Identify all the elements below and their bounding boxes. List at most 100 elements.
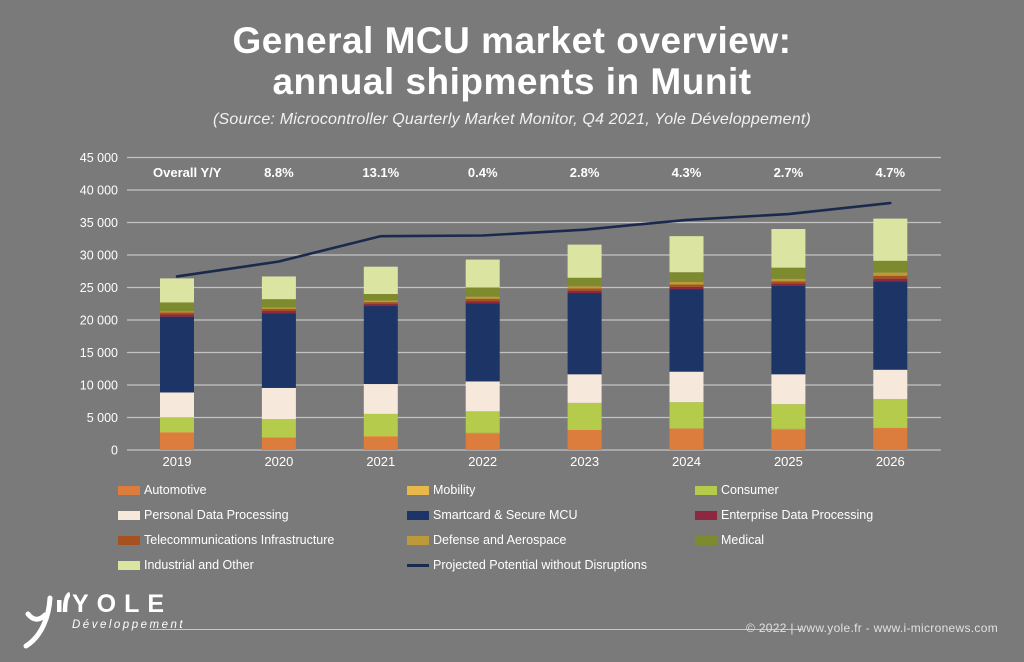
legend-item-consumer: Consumer [695, 483, 779, 497]
brand-subname: Développement [72, 619, 186, 631]
bar-2022-smartcard-secure-mcu [465, 303, 500, 382]
overall-yy-value-2020: 8.8% [264, 165, 294, 180]
legend-label-enterprise-data-processing: Enterprise Data Processing [721, 508, 874, 522]
bar-2020-defense-and-aerospace [261, 307, 296, 309]
bar-2022-mobility [465, 432, 500, 434]
bar-2019-automotive [160, 432, 194, 450]
legend-item-medical: Medical [695, 533, 764, 547]
bar-2021-defense-and-aerospace [363, 300, 398, 303]
y-tick-label-15000: 15 000 [80, 346, 118, 360]
bar-2020-personal-data-processing [261, 387, 296, 420]
page-title-line2: annual shipments in Munit [272, 61, 752, 103]
x-axis-label-2019: 2019 [163, 454, 192, 469]
bar-2023-personal-data-processing [567, 374, 602, 403]
bar-2025-consumer [771, 404, 806, 429]
legend-item-automotive: Automotive [118, 483, 207, 497]
bar-2026-automotive [873, 427, 908, 450]
legend-item-projected-potential-without-disruptions: Projected Potential without Disruptions [407, 558, 647, 572]
y-tick-label-35000: 35 000 [80, 216, 118, 230]
overall-yy-value-2021: 13.1% [362, 165, 399, 180]
legend-label-mobility: Mobility [433, 483, 476, 497]
projected-potential-without-disruptions-swatch [407, 563, 429, 567]
legend-label-smartcard-secure-mcu: Smartcard & Secure MCU [433, 508, 578, 522]
legend-item-enterprise-data-processing: Enterprise Data Processing [695, 508, 873, 522]
bar-2023-enterprise-data-processing [567, 290, 602, 294]
page-title-line1: General MCU market overview: [232, 20, 792, 61]
bar-2020-medical [261, 299, 296, 308]
bar-2021-smartcard-secure-mcu [363, 306, 398, 385]
legend-item-industrial-and-other: Industrial and Other [118, 558, 254, 572]
bar-2019-telecommunications-infrastructure [160, 312, 194, 315]
yole-brand-text: YOLE Développement [72, 592, 186, 632]
bar-2019-defense-and-aerospace [160, 311, 194, 313]
bar-2025-mobility [771, 428, 806, 430]
x-axis-label-2026: 2026 [876, 454, 905, 469]
bar-2023-smartcard-secure-mcu [567, 293, 602, 375]
legend-label-telecommunications-infrastructure: Telecommunications Infrastructure [144, 533, 335, 547]
personal-data-processing-swatch [118, 510, 140, 520]
bar-2021-enterprise-data-processing [363, 304, 398, 307]
bar-2023-defense-and-aerospace [567, 286, 602, 289]
bar-2024-industrial-and-other [669, 236, 704, 273]
bar-2025-telecommunications-infrastructure [771, 281, 806, 284]
title-block: General MCU market overview: annual ship… [0, 20, 1024, 129]
y-tick-label-45000: 45 000 [80, 151, 118, 165]
chart-legend: Automotive Personal Data Processing Teleco… [0, 483, 1024, 588]
bar-2024-consumer [669, 402, 704, 429]
bar-2021-consumer [363, 413, 398, 437]
bar-2026-medical [873, 260, 908, 273]
bar-2023-industrial-and-other [567, 244, 602, 278]
bar-2020-mobility [261, 437, 296, 438]
y-tick-label-20000: 20 000 [80, 314, 118, 328]
legend-label-personal-data-processing: Personal Data Processing [144, 508, 289, 522]
bar-2024-personal-data-processing [669, 371, 704, 403]
bar-2022-automotive [465, 433, 500, 450]
bar-2023-telecommunications-infrastructure [567, 288, 602, 291]
bar-2025-medical [771, 267, 806, 279]
bar-2024-smartcard-secure-mcu [669, 289, 704, 372]
projection-line [175, 201, 892, 278]
bar-2025-personal-data-processing [771, 374, 806, 405]
bar-2021-medical [363, 294, 398, 301]
legend-item-personal-data-processing: Personal Data Processing [118, 508, 289, 522]
bar-2026-personal-data-processing [873, 369, 908, 399]
mobility-swatch [407, 485, 429, 495]
x-axis-label-2022: 2022 [468, 454, 497, 469]
bar-2022-personal-data-processing [465, 381, 500, 412]
bar-2022-industrial-and-other [465, 259, 500, 288]
y-tick-label-25000: 25 000 [80, 281, 118, 295]
bar-2024-telecommunications-infrastructure [669, 284, 704, 287]
bar-2020-automotive [261, 437, 296, 450]
bar-2020-telecommunications-infrastructure [261, 308, 296, 311]
footer-copyright: © 2022 | www.yole.fr - www.i-micronews.c… [746, 621, 998, 635]
bar-2025-industrial-and-other [771, 229, 806, 268]
bar-2020-consumer [261, 419, 296, 437]
bar-2024-mobility [669, 428, 704, 429]
medical-swatch [695, 535, 717, 545]
bar-2026-industrial-and-other [873, 218, 908, 261]
bar-2026-enterprise-data-processing [873, 278, 908, 282]
legend-label-medical: Medical [721, 533, 765, 547]
bar-2022-enterprise-data-processing [465, 301, 500, 304]
bar-2019-enterprise-data-processing [160, 314, 194, 317]
bar-2021-automotive [363, 436, 398, 450]
bar-2021-personal-data-processing [363, 384, 398, 414]
bar-2020-industrial-and-other [261, 276, 296, 300]
legend-label-projected-potential-without-disruptions: Projected Potential without Disruptions [433, 558, 648, 572]
x-axis-label-2023: 2023 [570, 454, 599, 469]
bar-2020-smartcard-secure-mcu [261, 313, 296, 388]
legend-label-consumer: Consumer [721, 483, 779, 497]
stacked-bar-chart: 0 5 000 10 000 15 000 20 000 25 000 30 000 35 0… [80, 151, 941, 469]
bar-2022-defense-and-aerospace [465, 296, 500, 299]
bar-2024-medical [669, 272, 704, 282]
bar-2025-automotive [771, 429, 806, 450]
y-tick-label-10000: 10 000 [80, 379, 118, 393]
bar-2026-mobility [873, 427, 908, 429]
bar-2019-mobility [160, 432, 194, 433]
x-axis-label-2025: 2025 [774, 454, 803, 469]
bar-2024-defense-and-aerospace [669, 281, 704, 285]
overall-yy-value-2023: 2.8% [570, 165, 600, 180]
bar-2026-defense-and-aerospace [873, 272, 908, 276]
bar-2023-automotive [567, 429, 602, 450]
